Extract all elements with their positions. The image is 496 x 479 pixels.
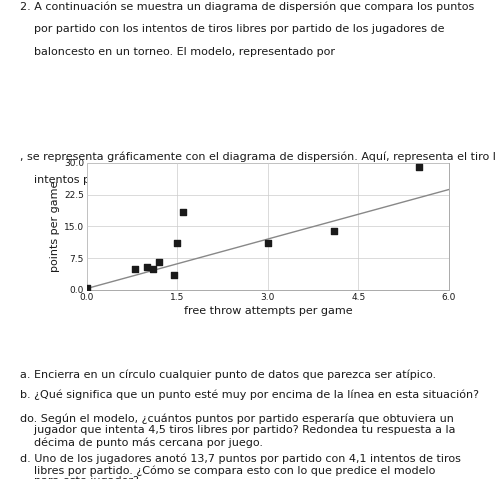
Point [155,259,163,266]
Text: b. ¿Qué significa que un punto esté muy por encima de la línea en esta situación: b. ¿Qué significa que un punto esté muy … [20,390,479,400]
Text: baloncesto en un torneo. El modelo, representado por: baloncesto en un torneo. El modelo, repr… [20,47,335,57]
Text: por partido con los intentos de tiros libres por partido de los jugadores de: por partido con los intentos de tiros li… [20,24,444,34]
Point [330,227,338,234]
Point [83,284,91,292]
Point [131,265,139,273]
Text: d. Uno de los jugadores anotó 13,7 puntos por partido con 4,1 intentos de tiros: d. Uno de los jugadores anotó 13,7 punto… [20,454,461,465]
X-axis label: free throw attempts per game: free throw attempts per game [184,306,352,316]
Text: jugador que intenta 4,5 tiros libres por partido? Redondea tu respuesta a la: jugador que intenta 4,5 tiros libres por… [20,425,455,435]
Y-axis label: points per game: points per game [50,181,60,272]
Point [180,208,187,216]
Point [170,271,178,279]
Text: do. Según el modelo, ¿cuántos puntos por partido esperaría que obtuviera un: do. Según el modelo, ¿cuántos puntos por… [20,413,454,423]
Text: para este jugador?: para este jugador? [20,476,139,479]
Text: libres por partido. ¿Cómo se compara esto con lo que predice el modelo: libres por partido. ¿Cómo se compara est… [20,465,435,476]
Text: , se representa gráficamente con el diagrama de dispersión. Aquí, representa el : , se representa gráficamente con el diag… [20,151,496,162]
Text: décima de punto más cercana por juego.: décima de punto más cercana por juego. [20,437,263,447]
Text: 2. A continuación se muestra un diagrama de dispersión que compara los puntos: 2. A continuación se muestra un diagrama… [20,1,474,12]
Point [149,265,157,273]
Point [143,262,151,270]
Point [264,240,272,247]
Point [415,163,423,171]
Text: intentos por juego y representa puntos por juego.: intentos por juego y representa puntos p… [20,175,311,185]
Point [174,240,182,247]
Text: a. Encierra en un círculo cualquier punto de datos que parezca ser atípico.: a. Encierra en un círculo cualquier punt… [20,370,436,380]
